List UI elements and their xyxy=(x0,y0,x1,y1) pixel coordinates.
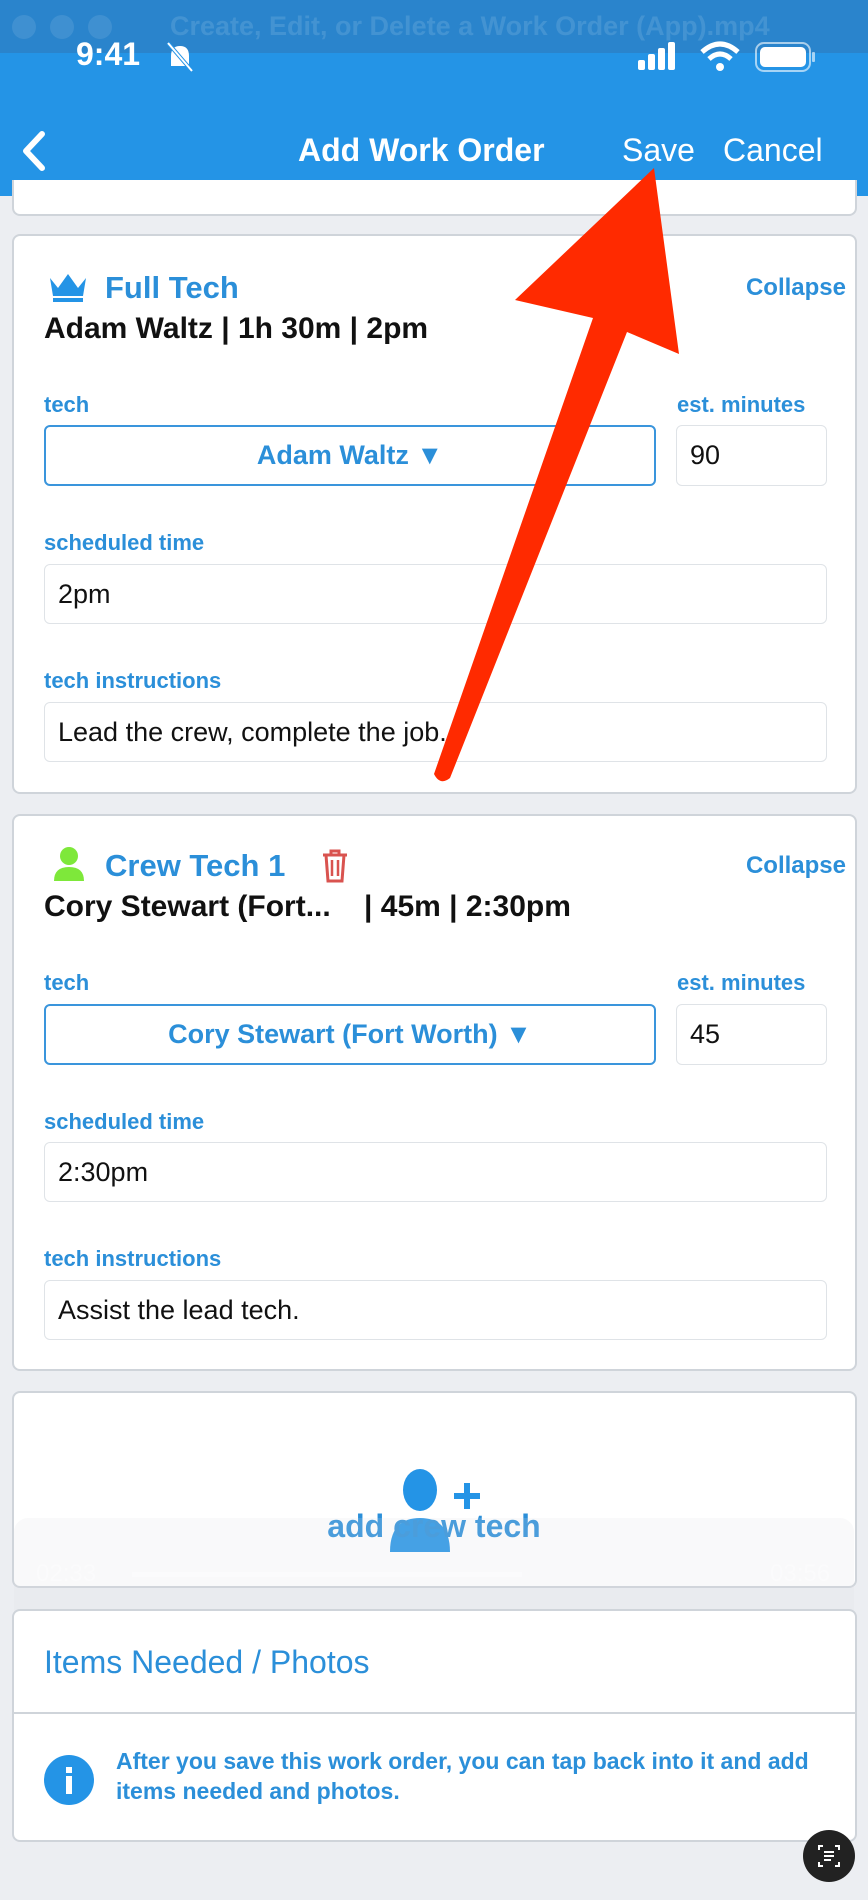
page-title: Add Work Order xyxy=(298,132,545,168)
window-minimize-button[interactable] xyxy=(50,15,74,39)
save-button[interactable]: Save xyxy=(622,132,695,168)
tech-role-title: Full Tech xyxy=(105,270,239,305)
add-crew-tech-label: add crew tech xyxy=(327,1508,541,1544)
items-info-text: After you save this work order, you can … xyxy=(116,1748,809,1804)
status-time: 9:41 xyxy=(76,36,141,72)
signal-icon xyxy=(638,42,675,70)
est-minutes-label: est. minutes xyxy=(677,392,806,417)
tech-dropdown[interactable]: Cory Stewart (Fort Worth) ▼ xyxy=(44,1004,656,1065)
crown-icon xyxy=(50,274,86,302)
scheduled-time-input[interactable]: 2:30pm xyxy=(44,1142,827,1202)
video-total: 03:56 xyxy=(770,1560,831,1587)
back-icon[interactable] xyxy=(20,130,48,172)
est-minutes-input[interactable]: 45 xyxy=(676,1004,827,1065)
collapse-button[interactable]: Collapse xyxy=(745,852,846,879)
scheduled-time-label: scheduled time xyxy=(44,1109,205,1134)
video-scrubber[interactable] xyxy=(132,1572,522,1577)
video-elapsed: 02:33 xyxy=(36,1560,97,1587)
tech-summary: Adam Waltz | 1h 30m | 2pm xyxy=(44,312,429,345)
scheduled-time-label: scheduled time xyxy=(44,530,205,555)
tech-role-title: Crew Tech 1 xyxy=(105,848,286,883)
previous-card xyxy=(12,180,857,216)
est-minutes-label: est. minutes xyxy=(677,970,806,995)
items-needed-title: Items Needed / Photos xyxy=(44,1644,370,1680)
wifi-icon xyxy=(700,41,740,71)
crew-tech-card xyxy=(12,814,857,1371)
tech-instructions-label: tech instructions xyxy=(44,1246,222,1271)
divider xyxy=(14,1712,855,1714)
tech-label: tech xyxy=(44,970,90,995)
cancel-button[interactable]: Cancel xyxy=(723,132,823,168)
scheduled-time-input[interactable]: 2pm xyxy=(44,564,827,624)
silent-bell-icon xyxy=(166,41,194,73)
add-person-icon xyxy=(390,1469,480,1552)
collapse-button[interactable]: Collapse xyxy=(745,274,846,301)
text-scan-icon xyxy=(818,1845,840,1867)
window-zoom-button[interactable] xyxy=(88,15,112,39)
items-needed-card xyxy=(12,1609,857,1842)
battery-icon xyxy=(755,42,815,72)
tech-label: tech xyxy=(44,392,90,417)
info-icon xyxy=(44,1755,94,1805)
tech-instructions-input[interactable]: Lead the crew, complete the job. xyxy=(44,702,827,762)
live-text-button[interactable] xyxy=(803,1830,855,1882)
window-close-button[interactable] xyxy=(12,15,36,39)
trash-icon[interactable] xyxy=(320,849,350,883)
person-icon xyxy=(54,847,84,881)
est-minutes-input[interactable]: 90 xyxy=(676,425,827,486)
tech-dropdown[interactable]: Adam Waltz ▼ xyxy=(44,425,656,486)
tech-instructions-label: tech instructions xyxy=(44,668,222,693)
tech-summary: Cory Stewart (Fort... | 45m | 2:30pm xyxy=(44,890,571,923)
tech-instructions-input[interactable]: Assist the lead tech. xyxy=(44,1280,827,1340)
